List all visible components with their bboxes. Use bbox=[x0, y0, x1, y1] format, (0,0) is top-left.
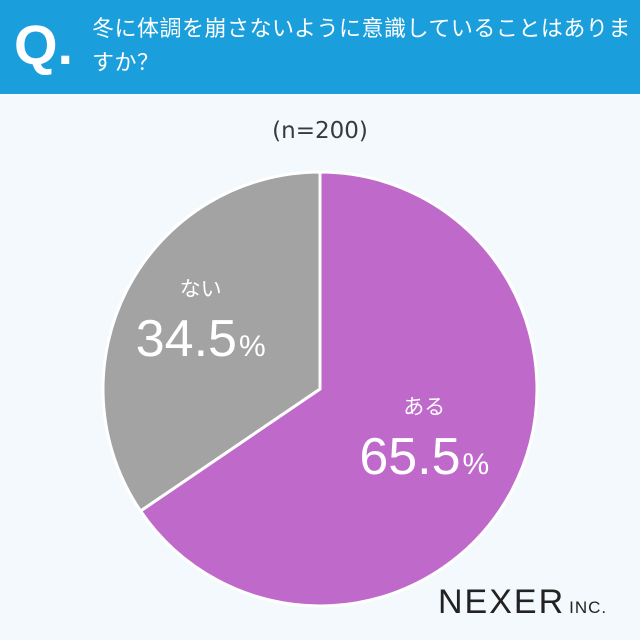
pie-slice-0 bbox=[139, 170, 539, 608]
slice-value-0: 65.5% bbox=[359, 428, 489, 486]
question-text: 冬に体調を崩さないように意識していることはありますか？ bbox=[92, 17, 631, 76]
question-header: Q. 冬に体調を崩さないように意識していることはありますか？ bbox=[0, 0, 640, 94]
brand-name: NEXER bbox=[438, 583, 566, 621]
brand-suffix: INC. bbox=[569, 598, 608, 617]
question-mark: Q. bbox=[14, 13, 74, 76]
brand-logo: NEXER INC. bbox=[438, 583, 607, 622]
sample-size-label: (n=200) bbox=[272, 118, 368, 144]
pie-slice-1 bbox=[101, 170, 322, 513]
slice-label-1: ない bbox=[180, 277, 222, 301]
slice-label-0: ある bbox=[403, 395, 445, 419]
slice-value-1: 34.5% bbox=[136, 310, 266, 368]
